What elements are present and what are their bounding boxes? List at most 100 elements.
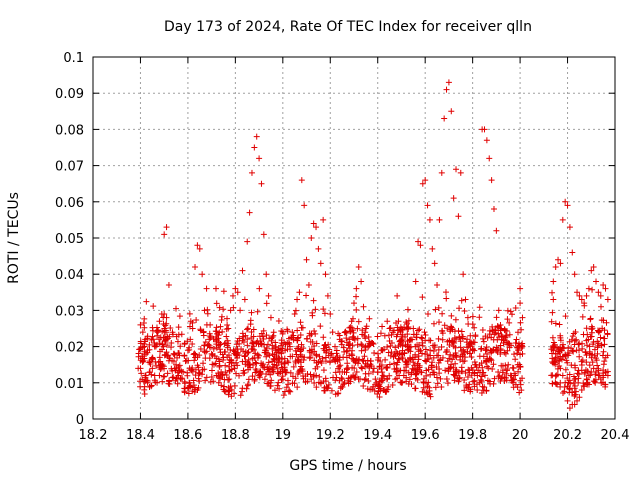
data-point bbox=[461, 376, 468, 383]
data-point bbox=[278, 377, 285, 384]
data-point bbox=[233, 359, 240, 366]
data-point bbox=[264, 366, 271, 373]
x-tick-label: 18.4 bbox=[126, 428, 155, 443]
data-point bbox=[434, 380, 441, 387]
data-point bbox=[343, 335, 350, 342]
data-point bbox=[467, 388, 474, 395]
data-point bbox=[230, 347, 237, 354]
data-point bbox=[313, 340, 320, 347]
data-point bbox=[366, 315, 373, 322]
data-point bbox=[457, 169, 464, 176]
data-point bbox=[270, 364, 277, 371]
data-point bbox=[438, 343, 445, 350]
data-point bbox=[460, 358, 467, 365]
data-point bbox=[422, 177, 429, 184]
data-point bbox=[500, 339, 507, 346]
data-point bbox=[575, 371, 582, 378]
data-point bbox=[184, 369, 191, 376]
data-point bbox=[245, 356, 252, 363]
data-point bbox=[470, 339, 477, 346]
data-point bbox=[370, 383, 377, 390]
data-point bbox=[575, 375, 582, 382]
data-point bbox=[196, 378, 203, 385]
data-point bbox=[201, 307, 208, 314]
data-point bbox=[196, 352, 203, 359]
data-point bbox=[586, 343, 593, 350]
data-point bbox=[405, 380, 412, 387]
data-point bbox=[514, 344, 521, 351]
data-point bbox=[217, 346, 224, 353]
data-point bbox=[592, 376, 599, 383]
data-point bbox=[206, 336, 213, 343]
data-point bbox=[165, 282, 172, 289]
data-point bbox=[253, 133, 260, 140]
data-point bbox=[490, 361, 497, 368]
data-point bbox=[470, 378, 477, 385]
data-point bbox=[407, 336, 414, 343]
data-point bbox=[477, 376, 484, 383]
data-point bbox=[328, 387, 335, 394]
data-point bbox=[203, 285, 210, 292]
data-point bbox=[556, 321, 563, 328]
data-point bbox=[252, 359, 259, 366]
data-point bbox=[352, 359, 359, 366]
data-point bbox=[331, 357, 338, 364]
data-point bbox=[420, 379, 427, 386]
data-point bbox=[137, 365, 144, 372]
data-point bbox=[572, 388, 579, 395]
data-point bbox=[571, 271, 578, 278]
data-point bbox=[146, 368, 153, 375]
data-point bbox=[562, 313, 569, 320]
data-point bbox=[242, 358, 249, 365]
data-point bbox=[258, 330, 265, 337]
data-point bbox=[514, 350, 521, 357]
data-point bbox=[233, 346, 240, 353]
data-point bbox=[504, 316, 511, 323]
data-point bbox=[245, 376, 252, 383]
data-point bbox=[584, 368, 591, 375]
data-point bbox=[207, 344, 214, 351]
data-point bbox=[383, 376, 390, 383]
data-point bbox=[410, 331, 417, 338]
data-point bbox=[275, 318, 282, 325]
data-point bbox=[571, 385, 578, 392]
data-point bbox=[464, 314, 471, 321]
data-point bbox=[455, 378, 462, 385]
data-point bbox=[457, 338, 464, 345]
data-point bbox=[296, 367, 303, 374]
data-point bbox=[495, 373, 502, 380]
data-point bbox=[555, 358, 562, 365]
data-point bbox=[393, 333, 400, 340]
data-point bbox=[307, 354, 314, 361]
data-point bbox=[564, 397, 571, 404]
data-point bbox=[425, 355, 432, 362]
data-point bbox=[287, 369, 294, 376]
data-point bbox=[425, 310, 432, 317]
data-point bbox=[159, 378, 166, 385]
data-point bbox=[182, 358, 189, 365]
data-point bbox=[455, 213, 462, 220]
data-point bbox=[462, 296, 469, 303]
data-point bbox=[448, 361, 455, 368]
data-point bbox=[141, 340, 148, 347]
data-point bbox=[142, 372, 149, 379]
data-point bbox=[459, 353, 466, 360]
data-point bbox=[181, 341, 188, 348]
data-point bbox=[294, 327, 301, 334]
data-point bbox=[444, 380, 451, 387]
data-point bbox=[211, 361, 218, 368]
data-point bbox=[422, 332, 429, 339]
data-point bbox=[557, 337, 564, 344]
data-point bbox=[310, 373, 317, 380]
data-point bbox=[359, 365, 366, 372]
data-point bbox=[348, 318, 355, 325]
data-point bbox=[448, 108, 455, 115]
data-point bbox=[394, 292, 401, 299]
data-point bbox=[315, 245, 322, 252]
data-point bbox=[301, 202, 308, 209]
data-point bbox=[476, 304, 483, 311]
data-point bbox=[456, 334, 463, 341]
data-point bbox=[518, 342, 525, 349]
data-point bbox=[374, 350, 381, 357]
data-point bbox=[468, 354, 475, 361]
